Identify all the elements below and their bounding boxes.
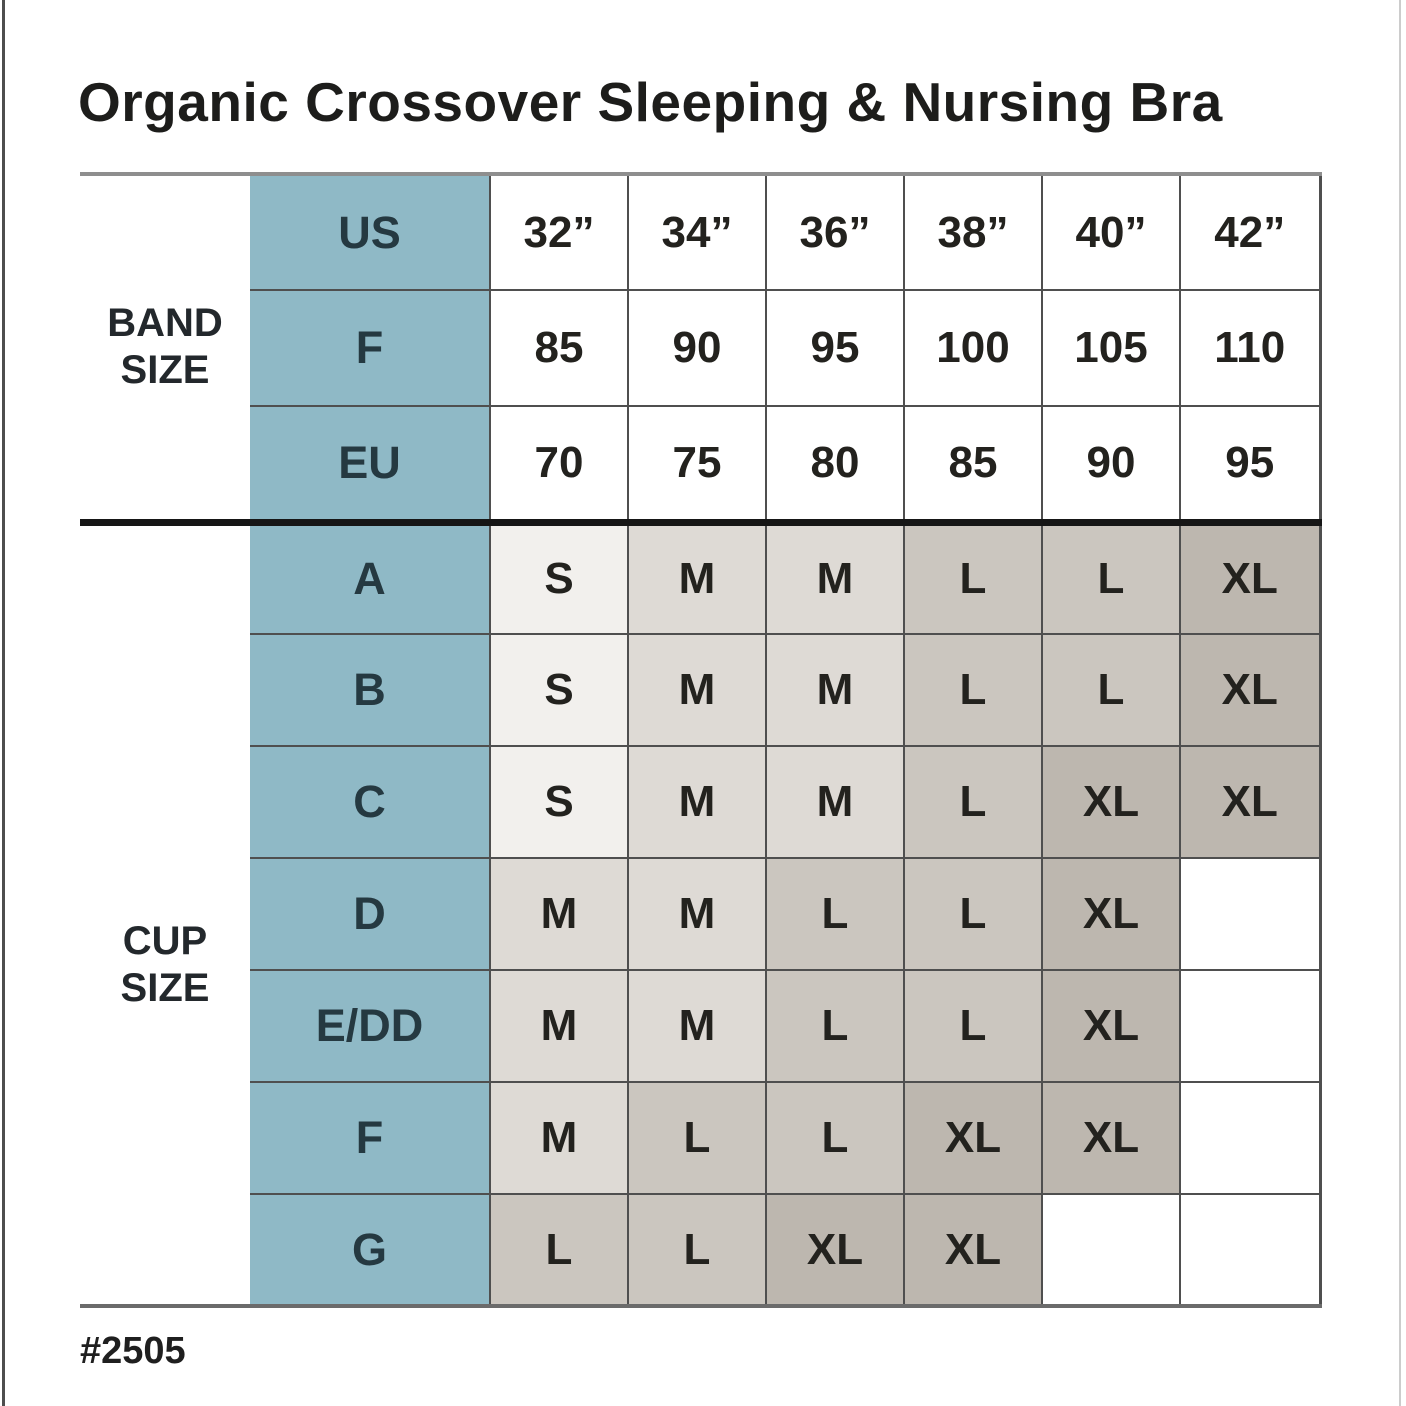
band-cell: 40” (1041, 172, 1181, 291)
row-label-cup-g: G (250, 1193, 491, 1308)
size-cell: L (903, 969, 1043, 1083)
table-row-cup-a: CUP SIZE A S M M L L XL (80, 518, 1322, 1308)
band-cell: 36” (765, 172, 905, 291)
band-cell: 32” (489, 172, 629, 291)
size-cell: L (627, 1193, 767, 1308)
cup-size-group-label: CUP SIZE (80, 518, 250, 1308)
size-cell: XL (1179, 518, 1322, 635)
size-cell: L (765, 1081, 905, 1195)
size-cell: XL (1041, 969, 1181, 1083)
band-size-group-label: BAND SIZE (80, 172, 250, 522)
size-cell: M (489, 1081, 629, 1195)
size-cell: XL (1041, 857, 1181, 971)
size-cell: S (489, 633, 629, 747)
size-cell: M (627, 518, 767, 635)
size-cell: M (489, 857, 629, 971)
band-cell: 34” (627, 172, 767, 291)
page-title: Organic Crossover Sleeping & Nursing Bra (78, 71, 1223, 133)
size-cell: M (489, 969, 629, 1083)
row-label-us: US (250, 172, 491, 291)
size-cell: L (1041, 633, 1181, 747)
size-cell: S (489, 745, 629, 859)
band-cell: 110 (1179, 289, 1322, 407)
table-row-us: BAND SIZE US 32” 34” 36” 38” 40” 42” (80, 172, 1322, 522)
size-cell: M (627, 857, 767, 971)
row-label-cup-d: D (250, 857, 491, 971)
size-cell: L (765, 969, 905, 1083)
table-row-cup-f: F M L L XL XL (80, 1081, 1322, 1195)
size-cell: XL (903, 1081, 1043, 1195)
band-cell: 90 (1041, 405, 1181, 523)
size-cell: L (489, 1193, 629, 1308)
row-label-cup-f: F (250, 1081, 491, 1195)
size-cell: M (627, 745, 767, 859)
size-cell: L (903, 518, 1043, 635)
row-label-eu: EU (250, 405, 491, 523)
row-label-cup-b: B (250, 633, 491, 747)
size-cell: XL (903, 1193, 1043, 1308)
size-cell: XL (1041, 745, 1181, 859)
band-size-line1: BAND (107, 301, 223, 346)
band-size-line2: SIZE (120, 348, 210, 393)
size-cell: M (765, 518, 905, 635)
cup-size-line2: SIZE (120, 965, 210, 1010)
band-cell: 85 (903, 405, 1043, 523)
cup-size-line1: CUP (122, 918, 208, 963)
size-cell: S (489, 518, 629, 635)
size-cell: XL (1179, 745, 1322, 859)
size-cell: XL (1041, 1081, 1181, 1195)
table-row-f-band: F 85 90 95 100 105 110 (80, 289, 1322, 407)
page-right-edge-line (1399, 0, 1401, 1406)
row-label-cup-a: A (250, 518, 491, 635)
size-cell: L (627, 1081, 767, 1195)
row-label-f-band: F (250, 289, 491, 407)
table-row-eu: EU 70 75 80 85 90 95 (80, 405, 1322, 523)
band-cell: 95 (765, 289, 905, 407)
row-label-cup-edd: E/DD (250, 969, 491, 1083)
band-cell: 80 (765, 405, 905, 523)
size-cell: XL (765, 1193, 905, 1308)
size-cell: XL (1179, 633, 1322, 747)
size-cell (1179, 857, 1322, 971)
table-row-cup-g: G L L XL XL (80, 1193, 1322, 1308)
band-cell: 38” (903, 172, 1043, 291)
size-cell (1179, 1193, 1322, 1308)
size-cell: L (903, 857, 1043, 971)
size-cell: M (627, 969, 767, 1083)
band-cell: 75 (627, 405, 767, 523)
size-cell: M (765, 633, 905, 747)
size-cell: M (627, 633, 767, 747)
size-cell (1179, 1081, 1322, 1195)
size-chart-table: BAND SIZE US 32” 34” 36” 38” 40” 42” F 8… (80, 172, 1322, 1308)
band-cell: 100 (903, 289, 1043, 407)
table-row-cup-d: D M M L L XL (80, 857, 1322, 971)
size-cell (1041, 1193, 1181, 1308)
size-cell: L (1041, 518, 1181, 635)
band-cell: 105 (1041, 289, 1181, 407)
row-label-cup-c: C (250, 745, 491, 859)
size-cell: L (903, 633, 1043, 747)
table-row-cup-b: B S M M L L XL (80, 633, 1322, 747)
style-number: #2505 (80, 1330, 186, 1372)
size-cell (1179, 969, 1322, 1083)
band-cell: 42” (1179, 172, 1322, 291)
page-left-edge-line (2, 0, 5, 1406)
table-row-cup-edd: E/DD M M L L XL (80, 969, 1322, 1083)
size-cell: M (765, 745, 905, 859)
band-cell: 70 (489, 405, 629, 523)
band-cell: 90 (627, 289, 767, 407)
table-row-cup-c: C S M M L XL XL (80, 745, 1322, 859)
size-cell: L (903, 745, 1043, 859)
size-cell: L (765, 857, 905, 971)
band-cell: 85 (489, 289, 629, 407)
band-cell: 95 (1179, 405, 1322, 523)
